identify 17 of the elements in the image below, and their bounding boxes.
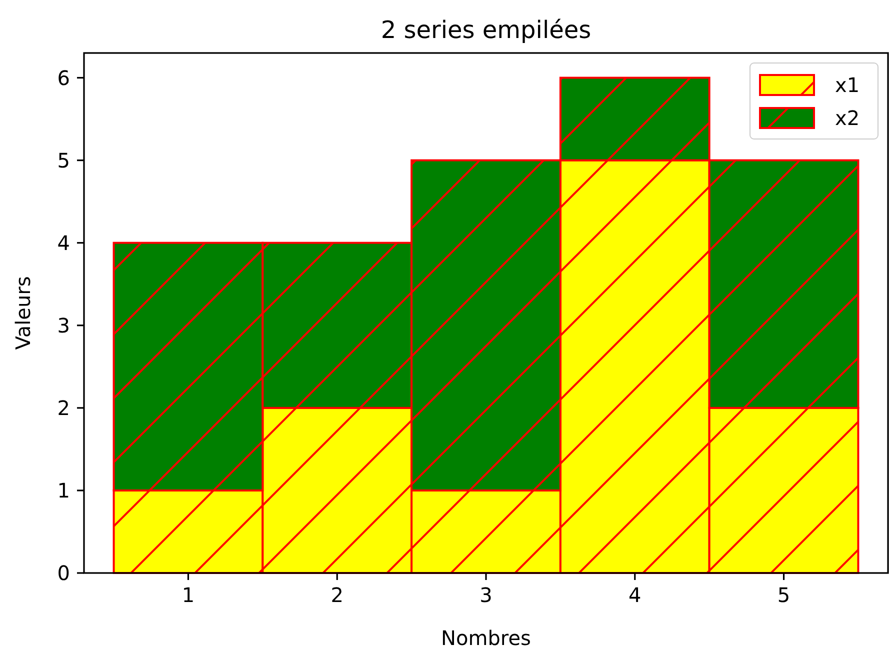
y-tick-label: 0 — [57, 561, 70, 585]
x-tick-label: 4 — [628, 583, 642, 607]
legend-label: x2 — [835, 106, 860, 130]
x-tick-label: 5 — [777, 583, 790, 607]
x-tick-label: 3 — [480, 583, 492, 607]
x-tick-label: 2 — [330, 583, 344, 607]
y-tick-label: 3 — [57, 313, 70, 338]
y-tick-label: 4 — [57, 230, 70, 255]
y-axis-title: Valeurs — [11, 276, 35, 350]
chart-title: 2 series empilées — [380, 16, 592, 44]
y-tick-label: 5 — [57, 148, 70, 172]
y-tick-label: 2 — [57, 396, 70, 420]
x-tick-label: 1 — [182, 583, 195, 607]
y-tick-label: 6 — [57, 66, 70, 90]
x-axis-title: Nombres — [441, 626, 531, 650]
legend-label: x1 — [835, 73, 860, 97]
y-tick-label: 1 — [57, 478, 70, 502]
